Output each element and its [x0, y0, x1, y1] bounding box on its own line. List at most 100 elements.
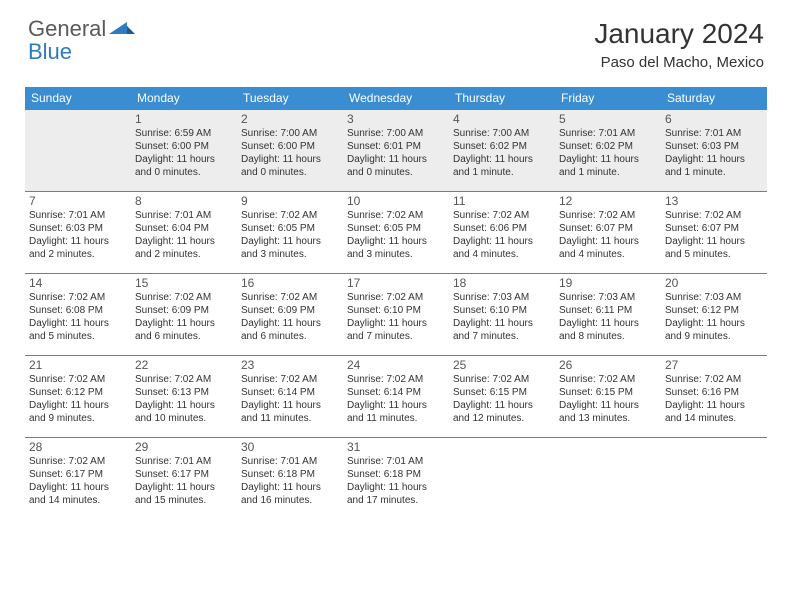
day-info: Sunrise: 7:01 AMSunset: 6:03 PMDaylight:… [29, 209, 127, 261]
day-info: Sunrise: 7:03 AMSunset: 6:12 PMDaylight:… [665, 291, 763, 343]
day-number: 9 [241, 194, 339, 208]
day-cell: 20Sunrise: 7:03 AMSunset: 6:12 PMDayligh… [661, 274, 767, 356]
weekday-wednesday: Wednesday [343, 87, 449, 110]
day-cell: 12Sunrise: 7:02 AMSunset: 6:07 PMDayligh… [555, 192, 661, 274]
week-row: 7Sunrise: 7:01 AMSunset: 6:03 PMDaylight… [25, 192, 767, 274]
day-cell [555, 438, 661, 520]
day-cell: 22Sunrise: 7:02 AMSunset: 6:13 PMDayligh… [131, 356, 237, 438]
day-number: 1 [135, 112, 233, 126]
day-number: 25 [453, 358, 551, 372]
logo: General Blue [28, 18, 135, 64]
day-number: 27 [665, 358, 763, 372]
day-number: 12 [559, 194, 657, 208]
day-number: 19 [559, 276, 657, 290]
day-number: 30 [241, 440, 339, 454]
day-cell: 9Sunrise: 7:02 AMSunset: 6:05 PMDaylight… [237, 192, 343, 274]
day-info: Sunrise: 7:02 AMSunset: 6:07 PMDaylight:… [665, 209, 763, 261]
day-cell: 23Sunrise: 7:02 AMSunset: 6:14 PMDayligh… [237, 356, 343, 438]
day-cell [449, 438, 555, 520]
day-info: Sunrise: 7:01 AMSunset: 6:18 PMDaylight:… [241, 455, 339, 507]
day-info: Sunrise: 7:02 AMSunset: 6:05 PMDaylight:… [241, 209, 339, 261]
day-number: 13 [665, 194, 763, 208]
day-cell: 28Sunrise: 7:02 AMSunset: 6:17 PMDayligh… [25, 438, 131, 520]
day-cell: 30Sunrise: 7:01 AMSunset: 6:18 PMDayligh… [237, 438, 343, 520]
day-info: Sunrise: 7:00 AMSunset: 6:00 PMDaylight:… [241, 127, 339, 179]
day-cell: 2Sunrise: 7:00 AMSunset: 6:00 PMDaylight… [237, 110, 343, 192]
day-info: Sunrise: 7:02 AMSunset: 6:09 PMDaylight:… [241, 291, 339, 343]
calendar-body: 1Sunrise: 6:59 AMSunset: 6:00 PMDaylight… [25, 110, 767, 520]
day-info: Sunrise: 7:02 AMSunset: 6:08 PMDaylight:… [29, 291, 127, 343]
day-cell: 21Sunrise: 7:02 AMSunset: 6:12 PMDayligh… [25, 356, 131, 438]
day-number: 14 [29, 276, 127, 290]
day-info: Sunrise: 7:01 AMSunset: 6:17 PMDaylight:… [135, 455, 233, 507]
weekday-thursday: Thursday [449, 87, 555, 110]
day-info: Sunrise: 7:02 AMSunset: 6:12 PMDaylight:… [29, 373, 127, 425]
day-number: 31 [347, 440, 445, 454]
day-info: Sunrise: 7:01 AMSunset: 6:04 PMDaylight:… [135, 209, 233, 261]
day-number: 15 [135, 276, 233, 290]
day-cell: 26Sunrise: 7:02 AMSunset: 6:15 PMDayligh… [555, 356, 661, 438]
day-cell: 6Sunrise: 7:01 AMSunset: 6:03 PMDaylight… [661, 110, 767, 192]
day-cell: 13Sunrise: 7:02 AMSunset: 6:07 PMDayligh… [661, 192, 767, 274]
day-info: Sunrise: 7:02 AMSunset: 6:05 PMDaylight:… [347, 209, 445, 261]
weekday-monday: Monday [131, 87, 237, 110]
weekday-friday: Friday [555, 87, 661, 110]
day-cell: 14Sunrise: 7:02 AMSunset: 6:08 PMDayligh… [25, 274, 131, 356]
day-cell [661, 438, 767, 520]
day-info: Sunrise: 7:02 AMSunset: 6:14 PMDaylight:… [347, 373, 445, 425]
logo-text-2: Blue [28, 39, 72, 64]
title-block: January 2024 Paso del Macho, Mexico [594, 18, 764, 71]
month-title: January 2024 [594, 18, 764, 50]
day-info: Sunrise: 7:02 AMSunset: 6:09 PMDaylight:… [135, 291, 233, 343]
day-cell: 15Sunrise: 7:02 AMSunset: 6:09 PMDayligh… [131, 274, 237, 356]
day-number: 17 [347, 276, 445, 290]
day-cell: 11Sunrise: 7:02 AMSunset: 6:06 PMDayligh… [449, 192, 555, 274]
day-info: Sunrise: 7:02 AMSunset: 6:14 PMDaylight:… [241, 373, 339, 425]
weekday-header-row: SundayMondayTuesdayWednesdayThursdayFrid… [25, 87, 767, 110]
day-cell: 18Sunrise: 7:03 AMSunset: 6:10 PMDayligh… [449, 274, 555, 356]
day-info: Sunrise: 7:03 AMSunset: 6:10 PMDaylight:… [453, 291, 551, 343]
day-number: 6 [665, 112, 763, 126]
day-cell: 17Sunrise: 7:02 AMSunset: 6:10 PMDayligh… [343, 274, 449, 356]
day-info: Sunrise: 7:01 AMSunset: 6:18 PMDaylight:… [347, 455, 445, 507]
day-info: Sunrise: 7:00 AMSunset: 6:01 PMDaylight:… [347, 127, 445, 179]
day-number: 24 [347, 358, 445, 372]
day-info: Sunrise: 6:59 AMSunset: 6:00 PMDaylight:… [135, 127, 233, 179]
calendar-table: SundayMondayTuesdayWednesdayThursdayFrid… [25, 87, 767, 520]
day-number: 3 [347, 112, 445, 126]
day-number: 22 [135, 358, 233, 372]
day-cell: 24Sunrise: 7:02 AMSunset: 6:14 PMDayligh… [343, 356, 449, 438]
day-number: 5 [559, 112, 657, 126]
day-info: Sunrise: 7:02 AMSunset: 6:17 PMDaylight:… [29, 455, 127, 507]
day-number: 2 [241, 112, 339, 126]
day-info: Sunrise: 7:02 AMSunset: 6:13 PMDaylight:… [135, 373, 233, 425]
day-info: Sunrise: 7:03 AMSunset: 6:11 PMDaylight:… [559, 291, 657, 343]
day-number: 16 [241, 276, 339, 290]
day-cell: 1Sunrise: 6:59 AMSunset: 6:00 PMDaylight… [131, 110, 237, 192]
day-info: Sunrise: 7:00 AMSunset: 6:02 PMDaylight:… [453, 127, 551, 179]
day-number: 11 [453, 194, 551, 208]
logo-icon [109, 20, 135, 40]
day-info: Sunrise: 7:02 AMSunset: 6:07 PMDaylight:… [559, 209, 657, 261]
day-cell: 4Sunrise: 7:00 AMSunset: 6:02 PMDaylight… [449, 110, 555, 192]
day-cell: 29Sunrise: 7:01 AMSunset: 6:17 PMDayligh… [131, 438, 237, 520]
day-number: 21 [29, 358, 127, 372]
week-row: 28Sunrise: 7:02 AMSunset: 6:17 PMDayligh… [25, 438, 767, 520]
day-number: 29 [135, 440, 233, 454]
day-info: Sunrise: 7:01 AMSunset: 6:03 PMDaylight:… [665, 127, 763, 179]
logo-text-1: General [28, 16, 106, 41]
day-cell: 7Sunrise: 7:01 AMSunset: 6:03 PMDaylight… [25, 192, 131, 274]
day-cell: 27Sunrise: 7:02 AMSunset: 6:16 PMDayligh… [661, 356, 767, 438]
day-cell: 25Sunrise: 7:02 AMSunset: 6:15 PMDayligh… [449, 356, 555, 438]
day-number: 8 [135, 194, 233, 208]
day-cell: 5Sunrise: 7:01 AMSunset: 6:02 PMDaylight… [555, 110, 661, 192]
day-cell: 16Sunrise: 7:02 AMSunset: 6:09 PMDayligh… [237, 274, 343, 356]
day-cell: 19Sunrise: 7:03 AMSunset: 6:11 PMDayligh… [555, 274, 661, 356]
day-info: Sunrise: 7:02 AMSunset: 6:10 PMDaylight:… [347, 291, 445, 343]
week-row: 14Sunrise: 7:02 AMSunset: 6:08 PMDayligh… [25, 274, 767, 356]
day-cell [25, 110, 131, 192]
week-row: 21Sunrise: 7:02 AMSunset: 6:12 PMDayligh… [25, 356, 767, 438]
day-number: 10 [347, 194, 445, 208]
day-number: 28 [29, 440, 127, 454]
day-number: 23 [241, 358, 339, 372]
